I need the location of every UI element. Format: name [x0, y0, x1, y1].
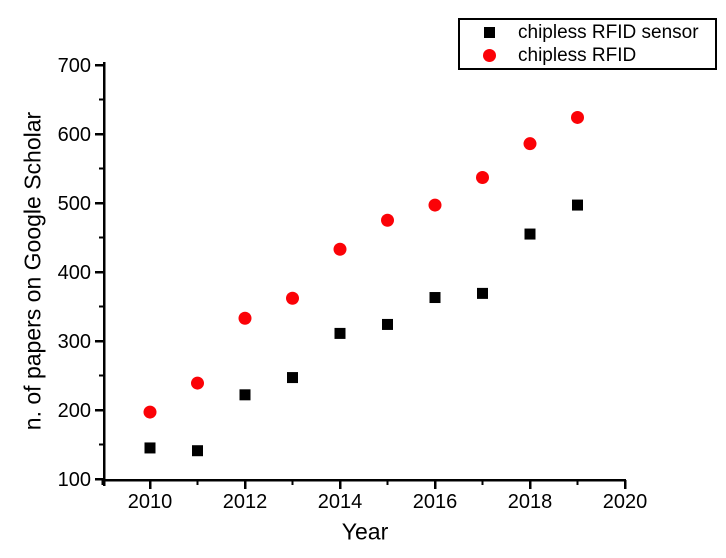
y-tick-label: 700 — [58, 55, 91, 77]
x-tick-label: 2012 — [223, 491, 268, 513]
data-point-2013-chipless-rfid-sensor — [287, 372, 298, 384]
legend-label: chipless RFID sensor — [518, 21, 699, 43]
legend-marker-cell — [460, 49, 518, 63]
data-point-2015-chipless-rfid-sensor — [382, 318, 393, 330]
data-point-2012-chipless-rfid — [238, 311, 252, 325]
data-point-2019-chipless-rfid-sensor — [572, 199, 583, 211]
red-circle-marker-icon — [482, 49, 496, 63]
y-axis-label: n. of papers on Google Scholar — [19, 111, 46, 431]
data-point-2015-chipless-rfid — [381, 213, 394, 227]
data-point-2018-chipless-rfid-sensor — [524, 228, 536, 240]
data-point-2017-chipless-rfid — [476, 170, 489, 184]
data-point-2016-chipless-rfid-sensor — [429, 292, 441, 304]
data-point-2010-chipless-rfid-sensor — [144, 442, 156, 454]
x-axis-label: Year — [341, 518, 389, 545]
data-point-2011-chipless-rfid-sensor — [192, 445, 203, 457]
y-tick-label: 200 — [58, 400, 91, 422]
data-point-2014-chipless-rfid-sensor — [334, 327, 346, 339]
data-point-2014-chipless-rfid — [333, 242, 347, 256]
legend: chipless RFID sensor chipless RFID — [458, 18, 717, 70]
y-tick-label: 500 — [58, 193, 91, 215]
legend-item-chipless-rfid-sensor: chipless RFID sensor — [460, 21, 715, 43]
data-point-2019-chipless-rfid — [571, 110, 584, 124]
data-point-2013-chipless-rfid — [286, 291, 299, 305]
data-point-2011-chipless-rfid — [191, 376, 204, 390]
y-tick-label: 100 — [58, 469, 91, 491]
black-square-marker-icon — [483, 26, 495, 38]
x-tick-label: 2020 — [603, 491, 648, 513]
y-tick-label: 600 — [58, 124, 91, 146]
data-point-2018-chipless-rfid — [523, 137, 537, 151]
x-tick-label: 2018 — [508, 491, 553, 513]
x-tick-label: 2014 — [318, 491, 363, 513]
y-tick-label: 400 — [58, 262, 91, 284]
data-point-2016-chipless-rfid — [428, 198, 442, 212]
y-tick-label: 300 — [58, 331, 91, 353]
x-tick-label: 2016 — [413, 491, 458, 513]
data-point-2017-chipless-rfid-sensor — [477, 287, 488, 299]
data-point-2010-chipless-rfid — [143, 405, 157, 419]
x-tick-label: 2010 — [128, 491, 173, 513]
legend-item-chipless-rfid: chipless RFID — [460, 45, 715, 67]
legend-label: chipless RFID — [518, 45, 637, 67]
data-point-2012-chipless-rfid-sensor — [239, 389, 251, 401]
legend-marker-cell — [460, 26, 518, 38]
